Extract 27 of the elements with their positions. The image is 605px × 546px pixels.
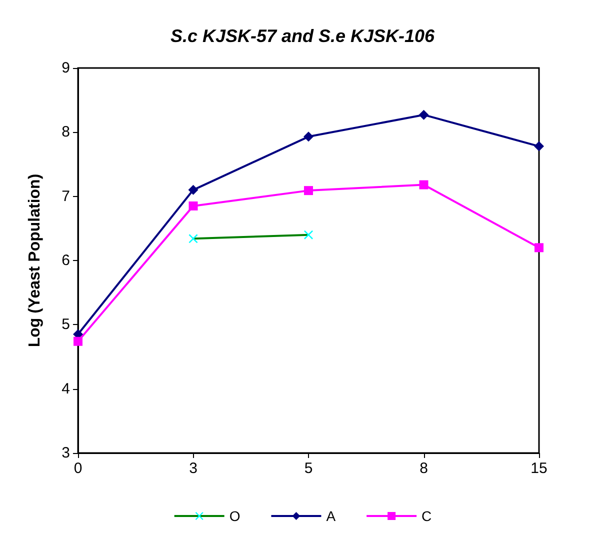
legend-label: C bbox=[422, 508, 432, 524]
y-axis-title: Log (Yeast Population) bbox=[26, 174, 44, 348]
y-tick-label: 5 bbox=[62, 316, 70, 334]
x-tick-label: 3 bbox=[189, 460, 198, 477]
x-tick-label: 0 bbox=[74, 460, 82, 477]
y-tick-label: 3 bbox=[62, 444, 70, 462]
y-tick-label: 6 bbox=[62, 252, 70, 269]
y-tick-label: 7 bbox=[62, 188, 70, 205]
point bbox=[418, 110, 429, 120]
point bbox=[304, 132, 314, 142]
chart-title: S.c KJSK-57 and S.e KJSK-106 bbox=[170, 26, 436, 46]
point bbox=[188, 201, 198, 210]
point bbox=[188, 184, 198, 195]
point bbox=[419, 180, 428, 190]
y-tick-label: 8 bbox=[62, 124, 70, 141]
point bbox=[304, 186, 313, 196]
legend-label: O bbox=[229, 508, 240, 524]
x-tick-label: 8 bbox=[420, 460, 428, 477]
x-tick-label: 5 bbox=[304, 460, 313, 477]
y-tick-label: 9 bbox=[62, 60, 70, 76]
legend-label: A bbox=[326, 508, 336, 524]
point bbox=[534, 243, 544, 252]
point bbox=[534, 141, 544, 152]
point bbox=[304, 230, 313, 240]
point bbox=[74, 336, 82, 346]
x-tick-label: 15 bbox=[530, 460, 548, 477]
y-tick-label: 4 bbox=[62, 380, 70, 398]
